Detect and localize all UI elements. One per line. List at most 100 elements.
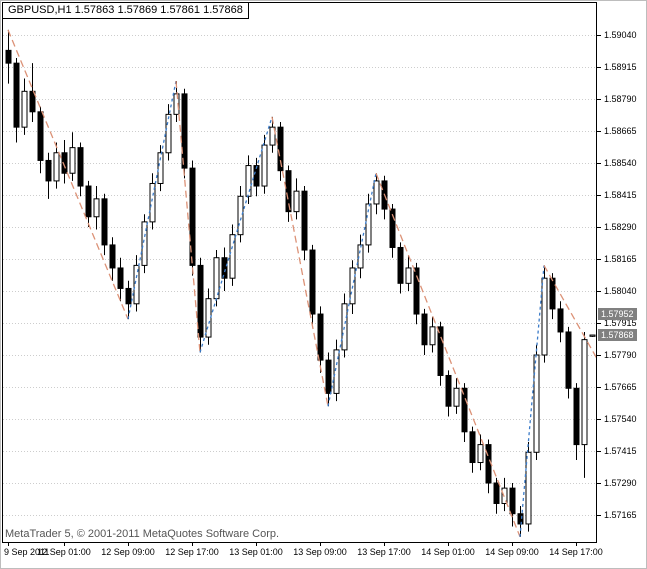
candle <box>13 58 20 143</box>
candle <box>413 262 420 325</box>
candle <box>165 104 172 161</box>
candle <box>525 442 532 532</box>
candle <box>21 78 28 135</box>
price-axis-label: 1.57790 <box>604 350 637 360</box>
candle <box>277 122 284 181</box>
candle <box>533 344 540 460</box>
candle <box>149 173 156 230</box>
price-axis-tick <box>597 355 601 356</box>
candle <box>37 106 44 174</box>
price-axis-label: 1.59040 <box>604 30 637 40</box>
candle <box>485 439 492 494</box>
candle <box>5 29 12 84</box>
candle <box>205 288 212 345</box>
time-axis-label: 14 Sep 09:00 <box>485 547 539 557</box>
candle <box>301 186 308 261</box>
candle <box>357 234 364 279</box>
candle <box>141 214 148 274</box>
candle <box>253 157 260 197</box>
candle <box>261 134 268 194</box>
time-axis-tick <box>448 543 449 546</box>
price-axis-tick <box>597 419 601 420</box>
candle <box>85 180 92 227</box>
copyright-label: MetaTrader 5, © 2001-2011 MetaQuotes Sof… <box>5 528 280 540</box>
chart-ohlc-label: GBPUSD,H1 1.57863 1.57869 1.57861 1.5786… <box>2 2 249 19</box>
time-axis-label: 14 Sep 17:00 <box>549 547 603 557</box>
time-axis-label: 13 Sep 09:00 <box>293 547 347 557</box>
candle <box>389 203 396 258</box>
candle <box>93 186 100 230</box>
price-axis-label: 1.58665 <box>604 126 637 136</box>
candle <box>373 173 380 215</box>
price-axis-label: 1.57415 <box>604 446 637 456</box>
price-axis-label: 1.57290 <box>604 478 637 488</box>
candle <box>421 308 428 355</box>
candle <box>501 477 508 512</box>
candle <box>181 88 188 179</box>
price-axis-tick <box>597 387 601 388</box>
price-axis-tick <box>597 35 601 36</box>
candle <box>53 142 60 189</box>
time-axis-label: 13 Sep 01:00 <box>229 547 283 557</box>
candle <box>445 370 452 417</box>
price-axis-tick <box>597 259 601 260</box>
candle <box>285 165 292 222</box>
candle <box>565 326 572 399</box>
price-axis-label: 1.58790 <box>604 94 637 104</box>
candle <box>189 160 196 276</box>
candle <box>365 193 372 253</box>
candle <box>477 434 484 471</box>
price-axis-label: 1.58165 <box>604 254 637 264</box>
price-axis-tick <box>597 323 601 324</box>
time-axis-tick <box>320 543 321 546</box>
candle <box>101 193 108 256</box>
price-axis-label: 1.58540 <box>604 158 637 168</box>
candle <box>437 321 444 386</box>
price-axis-tick <box>597 291 601 292</box>
price-axis[interactable]: 1.59040 1.58915 1.58790 1.58665 1.58540 1.584… <box>597 2 646 543</box>
candle <box>317 306 324 373</box>
price-axis-label: 1.58290 <box>604 222 637 232</box>
chart-plot-area[interactable]: GBPUSD,H1 1.57863 1.57869 1.57861 1.5786… <box>2 2 597 543</box>
candlestick-chart[interactable] <box>2 2 597 543</box>
candle <box>461 383 468 443</box>
candle <box>197 257 204 353</box>
candle <box>61 139 68 184</box>
candle <box>573 383 580 460</box>
time-axis-tick <box>256 543 257 546</box>
ask-price-tag: 1.57952 <box>598 307 637 320</box>
time-axis-label: 12 Sep 01:00 <box>37 547 91 557</box>
time-axis-tick <box>576 543 577 546</box>
price-axis-tick <box>597 131 601 132</box>
time-axis[interactable]: 9 Sep 2011 12 Sep 01:00 12 Sep 09:00 12 Sep… <box>2 543 646 568</box>
price-axis-label: 1.57165 <box>604 510 637 520</box>
price-axis-label: 1.58915 <box>604 62 637 72</box>
price-axis-tick <box>597 67 601 68</box>
candle <box>133 255 140 312</box>
candle <box>29 63 36 123</box>
candle <box>469 426 476 473</box>
candle <box>293 178 300 220</box>
candle <box>229 224 236 286</box>
time-axis-tick <box>8 543 9 546</box>
candle <box>69 132 76 181</box>
price-axis-tick <box>597 515 601 516</box>
candle <box>397 242 404 294</box>
candle <box>325 352 332 407</box>
candle <box>117 257 124 302</box>
candle <box>333 339 340 402</box>
price-axis-label: 1.58040 <box>604 286 637 296</box>
grid-lines <box>3 35 596 516</box>
candles <box>5 29 596 537</box>
candle <box>429 316 436 353</box>
price-axis-label: 1.57915 <box>604 318 637 328</box>
time-axis-tick <box>128 543 129 546</box>
time-axis-label: 13 Sep 17:00 <box>357 547 411 557</box>
time-axis-label: 14 Sep 01:00 <box>421 547 475 557</box>
candle <box>493 477 500 514</box>
zigzag-indicator <box>7 29 597 537</box>
time-axis-tick <box>64 543 65 546</box>
time-axis-label: 12 Sep 09:00 <box>101 547 155 557</box>
candle <box>509 483 516 527</box>
